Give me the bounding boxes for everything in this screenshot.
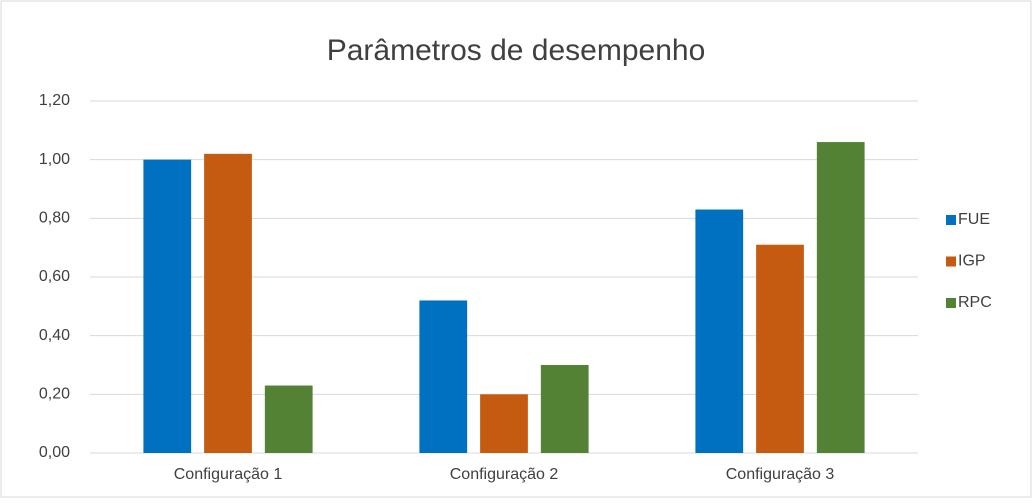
y-tick-label: 0,60 <box>39 268 70 285</box>
bar <box>143 159 192 453</box>
legend-label: FUE <box>958 211 990 228</box>
x-tick-label: Configuração 2 <box>450 466 559 483</box>
bar <box>204 153 252 454</box>
chart-title: Parâmetros de desempenho <box>327 34 706 67</box>
bar <box>480 394 528 453</box>
x-tick-label: Configuração 3 <box>726 466 835 483</box>
y-tick-label: 1,20 <box>39 92 70 109</box>
legend-swatch <box>946 215 956 225</box>
y-tick-label: 1,00 <box>39 151 70 168</box>
y-tick-label: 0,80 <box>39 210 70 227</box>
legend-label: IGP <box>958 253 986 270</box>
legend-swatch <box>946 298 956 308</box>
bar <box>816 142 865 454</box>
bar <box>540 365 589 453</box>
legend-swatch <box>946 256 956 267</box>
bar <box>264 385 313 453</box>
y-tick-label: 0,20 <box>39 386 70 403</box>
bar <box>756 244 804 453</box>
x-tick-label: Configuração 1 <box>174 466 283 483</box>
bar <box>419 300 468 453</box>
y-tick-label: 0,00 <box>39 444 70 461</box>
legend-label: RPC <box>958 294 992 311</box>
y-tick-label: 0,40 <box>39 327 70 344</box>
bar <box>695 209 744 453</box>
